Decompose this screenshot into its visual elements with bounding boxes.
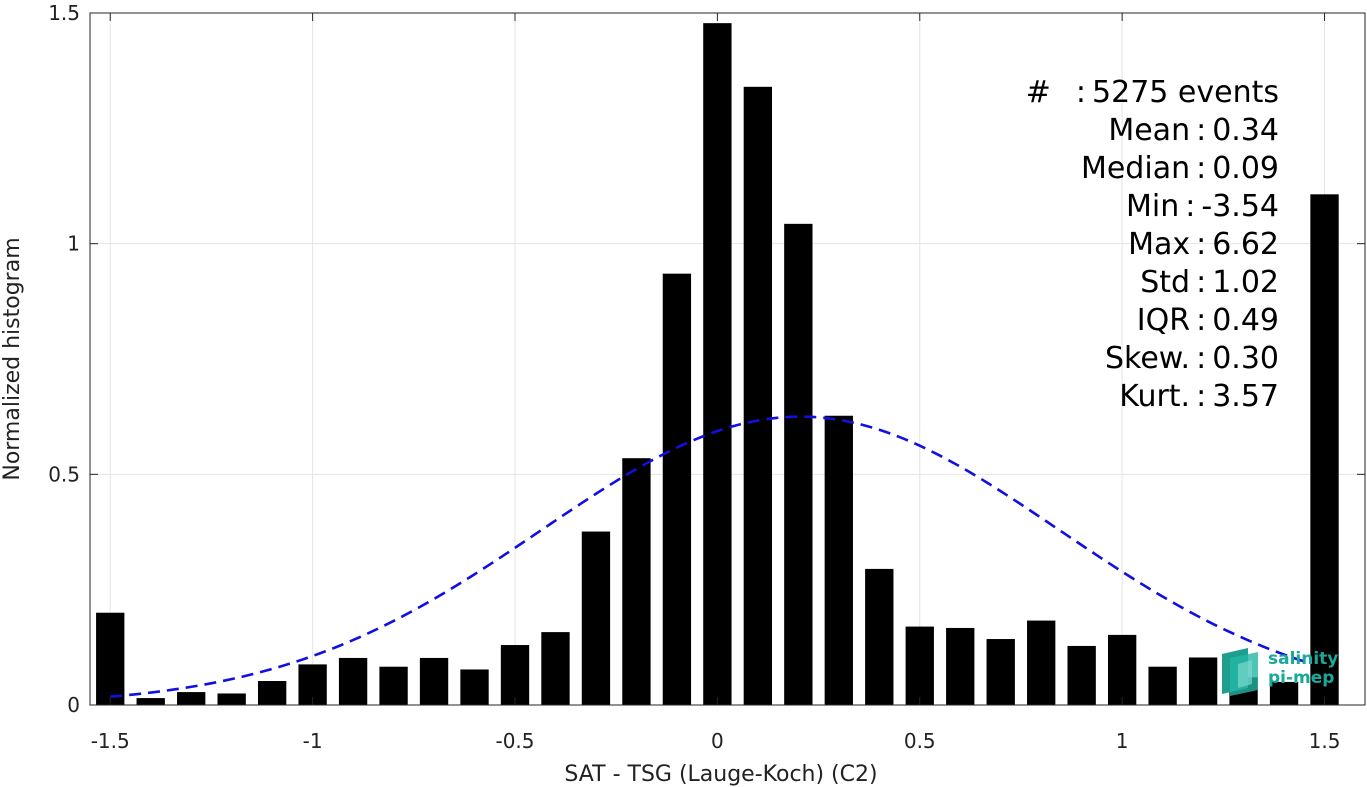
logo-text-salinity: salinity <box>1268 649 1339 669</box>
histogram-bar <box>257 681 287 705</box>
stat-separator: : <box>1196 113 1207 148</box>
histogram-bar <box>1067 645 1096 705</box>
histogram-bar <box>1310 194 1339 705</box>
histogram-bar <box>784 223 813 705</box>
histogram-bar <box>338 657 368 705</box>
stat-value: 0.30 <box>1212 341 1279 376</box>
stat-value: 0.09 <box>1212 151 1279 186</box>
histogram-bar <box>662 273 692 705</box>
plot-frame <box>89 12 1366 706</box>
y-tick-label: 1.5 <box>48 1 80 25</box>
histogram-bar <box>419 657 449 705</box>
x-tick-label: 0.5 <box>904 729 936 753</box>
y-tick-label: 1 <box>67 232 80 256</box>
stat-separator: : <box>1196 151 1207 186</box>
x-tick-label: 0 <box>711 729 724 753</box>
stat-label: IQR <box>1136 303 1191 338</box>
salinity-pi-mep-logo: salinity pi-mep <box>1218 646 1348 696</box>
y-tick-label: 0.5 <box>48 462 80 486</box>
histogram-bar <box>177 692 206 705</box>
x-tick-label: 1.5 <box>1309 729 1341 753</box>
histogram-bar <box>946 627 975 705</box>
stat-separator: : <box>1196 341 1207 376</box>
axes-frame <box>89 12 1366 706</box>
histogram-bar <box>217 693 246 705</box>
stat-label: Mean <box>1108 113 1191 148</box>
stat-row: Min: -3.54 <box>1026 188 1279 226</box>
stat-row: Mean:0.34 <box>1026 112 1279 150</box>
stat-label: # <box>1025 75 1070 110</box>
histogram-bar <box>1269 681 1299 705</box>
stat-row: Std:1.02 <box>1026 264 1279 302</box>
stat-row: Max:6.62 <box>1026 226 1279 264</box>
y-axis-label: Normalized histogram <box>0 237 25 480</box>
stat-row: IQR:0.49 <box>1026 302 1279 340</box>
histogram-bar <box>96 612 125 705</box>
histogram-bar <box>460 669 489 705</box>
stat-label: Min <box>1126 189 1180 224</box>
histogram-bar <box>136 698 165 705</box>
histogram-bar <box>622 458 651 705</box>
histogram-bar <box>379 666 408 705</box>
stat-value: -3.54 <box>1201 189 1279 224</box>
histogram-bar <box>865 568 894 705</box>
stat-separator: : <box>1196 227 1207 262</box>
x-tick-label: -1.5 <box>91 729 130 753</box>
histogram-bar <box>743 86 773 705</box>
logo-emblem-icon <box>1222 648 1258 696</box>
stat-separator: : <box>1196 379 1207 414</box>
histogram-bar <box>1107 634 1137 705</box>
histogram-bar <box>541 632 570 705</box>
x-tick-label: -0.5 <box>495 729 534 753</box>
histogram-bar <box>905 626 934 705</box>
stat-value: 3.57 <box>1212 379 1279 414</box>
stat-separator: : <box>1075 75 1087 110</box>
stat-value: 0.49 <box>1212 303 1279 338</box>
stat-row: Skew.:0.30 <box>1026 340 1279 378</box>
histogram-bar <box>1148 666 1177 705</box>
histogram-bar <box>703 23 732 705</box>
stat-label: Skew. <box>1104 341 1191 376</box>
statistics-annotation: # :5275 events Mean:0.34 Median:0.09 Min: -3… <box>1026 74 1279 416</box>
stat-row: # :5275 events <box>1026 74 1279 112</box>
stat-row: Kurt.:3.57 <box>1026 378 1279 416</box>
y-tick-labels: 0 0.5 1 1.5 <box>48 1 80 717</box>
stat-label: Max <box>1128 227 1191 262</box>
stat-label: Std <box>1140 265 1191 300</box>
histogram-bar <box>500 645 530 705</box>
x-axis-label: SAT - TSG (Lauge-Koch) (C2) <box>564 762 877 787</box>
stat-row: Median:0.09 <box>1026 150 1279 188</box>
stat-label: Kurt. <box>1119 379 1191 414</box>
histogram-bar <box>986 639 1015 705</box>
stat-value: 6.62 <box>1212 227 1279 262</box>
stat-separator: : <box>1185 189 1196 224</box>
logo-text-pimep: pi-mep <box>1268 668 1335 688</box>
histogram-bar <box>581 531 611 705</box>
x-tick-labels: -1.5 -1 -0.5 0 0.5 1 1.5 <box>91 729 1341 753</box>
histogram-bar <box>1027 620 1056 705</box>
stat-value: 1.02 <box>1212 265 1279 300</box>
y-tick-label: 0 <box>67 693 80 717</box>
stat-value: 0.34 <box>1212 113 1279 148</box>
stat-value: 5275 events <box>1092 75 1279 110</box>
histogram-bar <box>1188 657 1218 705</box>
bars-group <box>96 23 1339 705</box>
histogram-bar <box>824 415 853 705</box>
stat-separator: : <box>1196 303 1207 338</box>
stat-separator: : <box>1196 265 1207 300</box>
stat-label: Median <box>1080 151 1191 186</box>
x-tick-label: 1 <box>1116 729 1129 753</box>
x-tick-label: -1 <box>303 729 323 753</box>
